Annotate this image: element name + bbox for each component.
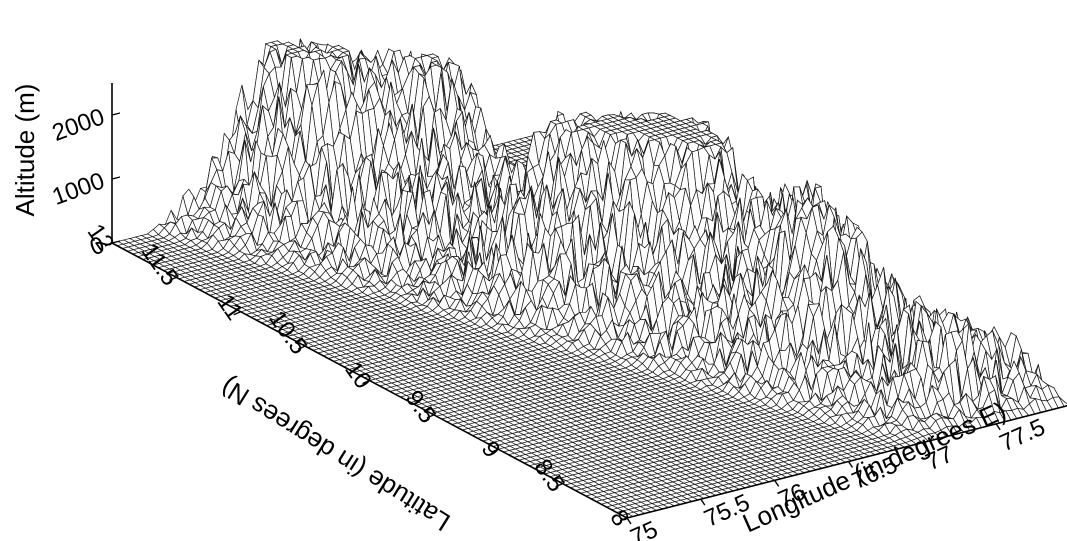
surface-mesh	[111, 37, 1067, 519]
